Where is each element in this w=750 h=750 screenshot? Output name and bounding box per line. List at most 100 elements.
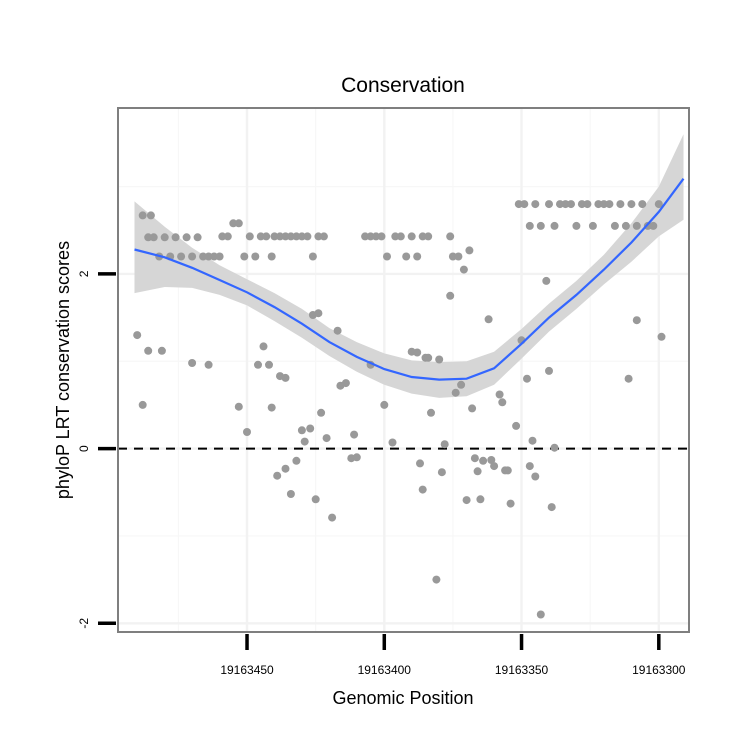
data-point (523, 374, 531, 383)
data-point (567, 200, 575, 209)
data-point (470, 454, 479, 463)
data-point (525, 462, 534, 471)
data-point (446, 232, 455, 241)
data-point (286, 490, 295, 498)
data-point (542, 276, 551, 285)
data-point (503, 466, 512, 475)
data-point (259, 342, 268, 351)
data-point (292, 232, 301, 241)
x-axis-label: Genomic Position (332, 688, 473, 708)
data-point (171, 233, 180, 242)
data-point (528, 436, 537, 445)
data-point (243, 428, 251, 436)
data-point (424, 353, 433, 362)
data-point (396, 232, 405, 241)
data-point (188, 359, 197, 367)
data-point (547, 503, 556, 512)
data-point (545, 366, 553, 375)
data-point (627, 200, 636, 209)
data-point (605, 200, 614, 209)
data-point (138, 400, 147, 409)
data-point (583, 200, 592, 209)
data-point (531, 200, 540, 209)
data-point (649, 221, 658, 230)
data-point (177, 252, 186, 261)
data-point (273, 471, 282, 480)
x-axis: 19163450 19163400 19163350 19163300 (220, 634, 686, 677)
data-point (182, 233, 191, 242)
data-point (550, 443, 559, 452)
data-point (223, 232, 232, 241)
data-point (391, 232, 400, 241)
data-point (638, 200, 647, 209)
data-point (149, 233, 158, 242)
data-point (380, 400, 389, 409)
data-point (333, 326, 342, 335)
data-point (133, 331, 142, 340)
data-point (245, 232, 254, 241)
data-point (281, 464, 290, 473)
data-point (215, 252, 224, 261)
data-point (306, 424, 315, 433)
data-point (199, 252, 208, 261)
data-point (536, 610, 545, 619)
data-point (435, 355, 444, 364)
data-point (454, 252, 463, 261)
data-point (657, 332, 666, 341)
data-point (270, 232, 279, 241)
data-point (144, 346, 153, 355)
data-point (234, 402, 243, 411)
data-point (297, 232, 306, 241)
data-point (297, 426, 306, 435)
data-point (204, 360, 213, 369)
data-point (300, 437, 309, 446)
y-tick-label: -2 (77, 618, 91, 629)
data-point (254, 360, 262, 369)
data-point (514, 200, 523, 209)
data-point (577, 200, 586, 209)
data-point (303, 232, 312, 241)
data-point (448, 252, 457, 261)
y-tick-label: 0 (77, 445, 91, 452)
data-point (407, 232, 416, 241)
data-point (459, 265, 468, 274)
data-point (624, 374, 633, 383)
data-point (654, 200, 663, 209)
data-point (632, 221, 641, 230)
data-point (267, 403, 276, 412)
data-point (446, 291, 455, 300)
data-point (556, 200, 564, 209)
data-point (240, 252, 249, 261)
data-point (262, 232, 271, 241)
loess-smooth-line (134, 178, 685, 381)
data-point (531, 472, 540, 481)
data-point (424, 232, 433, 241)
data-point (281, 373, 290, 382)
data-point (632, 316, 641, 325)
y-axis-label: phyloP LRT conservation scores (53, 241, 73, 499)
data-point (437, 468, 446, 477)
data-point (484, 315, 493, 324)
data-point (479, 456, 488, 465)
data-point (473, 467, 482, 476)
data-point (572, 221, 581, 230)
x-tick-label: 19163350 (495, 663, 549, 677)
data-point (413, 252, 422, 261)
data-point (308, 252, 317, 261)
data-point (377, 232, 386, 241)
y-tick-label: 2 (77, 270, 91, 277)
x-tick-label: 19163300 (632, 663, 686, 677)
data-point (265, 360, 273, 369)
data-point (550, 221, 559, 230)
data-point (204, 252, 213, 261)
x-tick-label: 19163400 (358, 663, 412, 677)
data-point (490, 462, 499, 471)
data-point (432, 575, 441, 584)
data-point (610, 221, 619, 230)
data-point (292, 456, 301, 465)
data-point (388, 438, 397, 447)
data-point (588, 221, 597, 230)
data-point (487, 456, 496, 464)
data-point (276, 232, 284, 241)
